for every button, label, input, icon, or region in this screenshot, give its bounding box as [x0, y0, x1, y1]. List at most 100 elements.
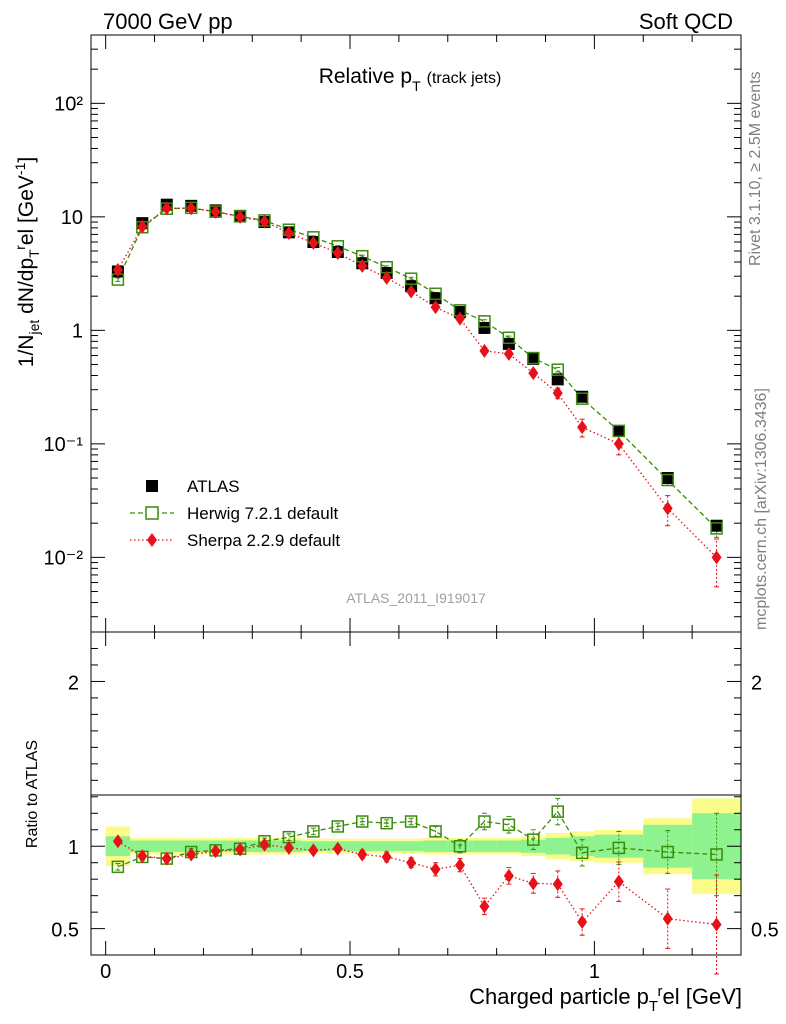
sherpa-point	[308, 235, 319, 250]
ratio-sherpa-point	[454, 858, 465, 873]
ratio-sherpa-point	[235, 842, 246, 857]
herwig-point	[551, 363, 564, 376]
ratio-sherpa-point	[259, 837, 270, 852]
ratio-sherpa-point	[112, 834, 123, 849]
atlas-point	[551, 373, 564, 386]
ratio-xtick-label: 1	[589, 961, 600, 983]
ratio-sherpa-point	[332, 841, 343, 856]
ratio-ylabel: Ratio to ATLAS	[24, 740, 41, 848]
herwig-point	[478, 315, 491, 328]
sherpa-point	[479, 343, 490, 358]
ratio-herwig-point	[575, 846, 589, 860]
ratio-frame	[90, 631, 742, 956]
main-ylabel: 1/Njet dN/dpTrel [GeV-1]	[12, 157, 42, 367]
ratio-herwig-point	[551, 805, 564, 818]
legend-label-herwig: Herwig 7.2.1 default	[187, 504, 338, 523]
main-ytick-labels: 10⁻² 10⁻¹ 1 10 10²	[44, 93, 84, 569]
ratio-band-inner	[423, 840, 448, 853]
ratio-sherpa-point	[503, 868, 514, 883]
ratio-band-inner	[374, 841, 399, 852]
ratio-sherpa-point	[430, 862, 441, 877]
legend-item-sherpa: Sherpa 2.2.9 default	[130, 531, 340, 550]
rivet-label: Rivet 3.1.10, ≥ 2.5M events	[747, 71, 764, 266]
ratio-sherpa-point	[552, 877, 563, 892]
sherpa-point	[662, 501, 673, 516]
ratio-ytick-label-right: 2	[751, 672, 762, 694]
ratio-herwig-line	[117, 810, 717, 868]
legend: ATLAS Herwig 7.2.1 default Sherpa 2.2.9 …	[130, 477, 340, 550]
main-title-extra: (track jets)	[427, 70, 502, 87]
atlas-point	[612, 424, 625, 437]
sherpa-point	[381, 270, 392, 285]
legend-marker-sherpa	[147, 533, 157, 547]
atlas-point	[710, 519, 723, 532]
ratio-herwig-point	[331, 820, 345, 833]
sherpa-line	[117, 207, 718, 558]
ratio-herwig-point	[307, 825, 320, 838]
ratio-band-inner	[350, 841, 375, 852]
legend-item-herwig: Herwig 7.2.1 default	[130, 504, 338, 523]
ratio-sherpa-point	[283, 840, 294, 855]
sherpa-point	[406, 284, 417, 299]
ratio-herwig-point	[355, 815, 369, 828]
sherpa-point	[552, 386, 563, 401]
sherpa-point	[613, 436, 624, 451]
main-ytick-label: 10⁻¹	[44, 434, 84, 456]
ratio-band-inner	[130, 840, 155, 853]
ratio-xtick-label: 0	[100, 961, 111, 983]
sherpa-point	[112, 263, 123, 278]
herwig-point	[429, 287, 442, 301]
herwig-point	[527, 351, 540, 365]
ratio-sherpa-point	[613, 874, 624, 889]
ratio-band-inner	[398, 841, 424, 852]
sherpa-point	[503, 346, 514, 361]
ratio-band-inner	[472, 840, 497, 853]
ratio-sherpa-point	[137, 849, 148, 864]
herwig-point	[502, 331, 516, 345]
ratio-herwig-point	[453, 839, 467, 853]
ratio-herwig-point	[478, 815, 491, 828]
main-ticks	[91, 34, 741, 632]
ratio-sherpa-point	[406, 855, 417, 870]
ratio-panel: 0.5 0.512 2 0 0.5 1 Ratio to ATLAS Charged p…	[24, 631, 779, 1015]
ratio-herwig-point	[380, 816, 393, 830]
ratio-herwig-point	[404, 815, 418, 828]
sherpa-point	[283, 226, 294, 241]
herwig-point	[612, 424, 626, 438]
main-ytick-label: 10²	[54, 93, 83, 115]
sherpa-point	[235, 209, 246, 224]
ratio-herwig-point	[612, 841, 626, 855]
legend-marker-herwig	[145, 506, 159, 520]
mcplots-label: mcplots.cern.ch [arXiv:1306.3436]	[753, 388, 770, 630]
sherpa-point	[332, 246, 343, 261]
ratio-sherpa-point	[479, 899, 490, 914]
ratio-band-inner	[594, 834, 644, 858]
ratio-band-inner	[154, 840, 179, 853]
main-ytick-label: 10⁻²	[44, 547, 84, 569]
ratio-ticks	[91, 632, 741, 955]
ratio-sherpa-point	[528, 876, 539, 891]
ratio-series	[111, 797, 723, 975]
ratio-ytick-label: 2	[68, 672, 79, 694]
sherpa-point	[161, 201, 172, 216]
sherpa-point	[186, 201, 197, 216]
ratio-herwig-point	[661, 845, 674, 859]
ratio-xtick-label: 0.5	[336, 961, 364, 983]
ratio-sherpa-point	[210, 844, 221, 859]
sherpa-point	[430, 300, 441, 315]
analysis-label: ATLAS_2011_I919017	[346, 590, 486, 606]
main-ytick-label: 10	[61, 207, 83, 229]
sherpa-point	[577, 420, 588, 435]
atlas-point	[527, 352, 540, 365]
ratio-sherpa-point	[186, 847, 197, 862]
ratio-xtick-labels: 0 0.5 1	[100, 961, 600, 983]
sherpa-point	[210, 204, 221, 219]
ratio-sherpa-point	[308, 843, 319, 858]
ratio-ytick-label: 0.5	[51, 920, 79, 942]
ratio-band-inner	[521, 839, 546, 853]
main-title-text: Relative p	[319, 65, 412, 88]
header-left: 7000 GeV pp	[103, 9, 233, 34]
sherpa-point	[454, 311, 465, 326]
main-series	[111, 198, 723, 588]
